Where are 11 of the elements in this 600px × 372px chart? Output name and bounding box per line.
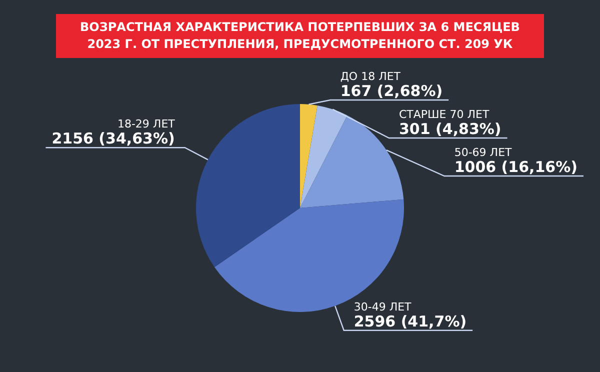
data-label: 1006 (16,16%) bbox=[454, 158, 578, 176]
data-label: 301 (4,83%) bbox=[398, 120, 502, 138]
slice-label: 18-29 ЛЕТ bbox=[117, 118, 176, 131]
data-label: 2596 (41,7%) bbox=[354, 312, 467, 330]
slice-label: 30-49 ЛЕТ bbox=[354, 300, 412, 314]
slice-label: ДО 18 ЛЕТ bbox=[340, 70, 401, 83]
chart-title: ВОЗРАСТНАЯ ХАРАКТЕРИСТИКА ПОТЕРПЕВШИХ ЗА 6 МЕСЯЦЕВ 2023 Г. ОТ ПРЕСТУПЛЕНИЯ, ПРЕДУСМОТРЕННОГО СТ. 209 УК bbox=[56, 14, 544, 58]
slice-label: СТАРШЕ 70 ЛЕТ bbox=[398, 108, 490, 121]
data-label: 2156 (34,63%) bbox=[52, 130, 175, 148]
slice-label: 50-69 ЛЕТ bbox=[454, 146, 512, 159]
data-label: 167 (2,68%) bbox=[340, 82, 443, 100]
